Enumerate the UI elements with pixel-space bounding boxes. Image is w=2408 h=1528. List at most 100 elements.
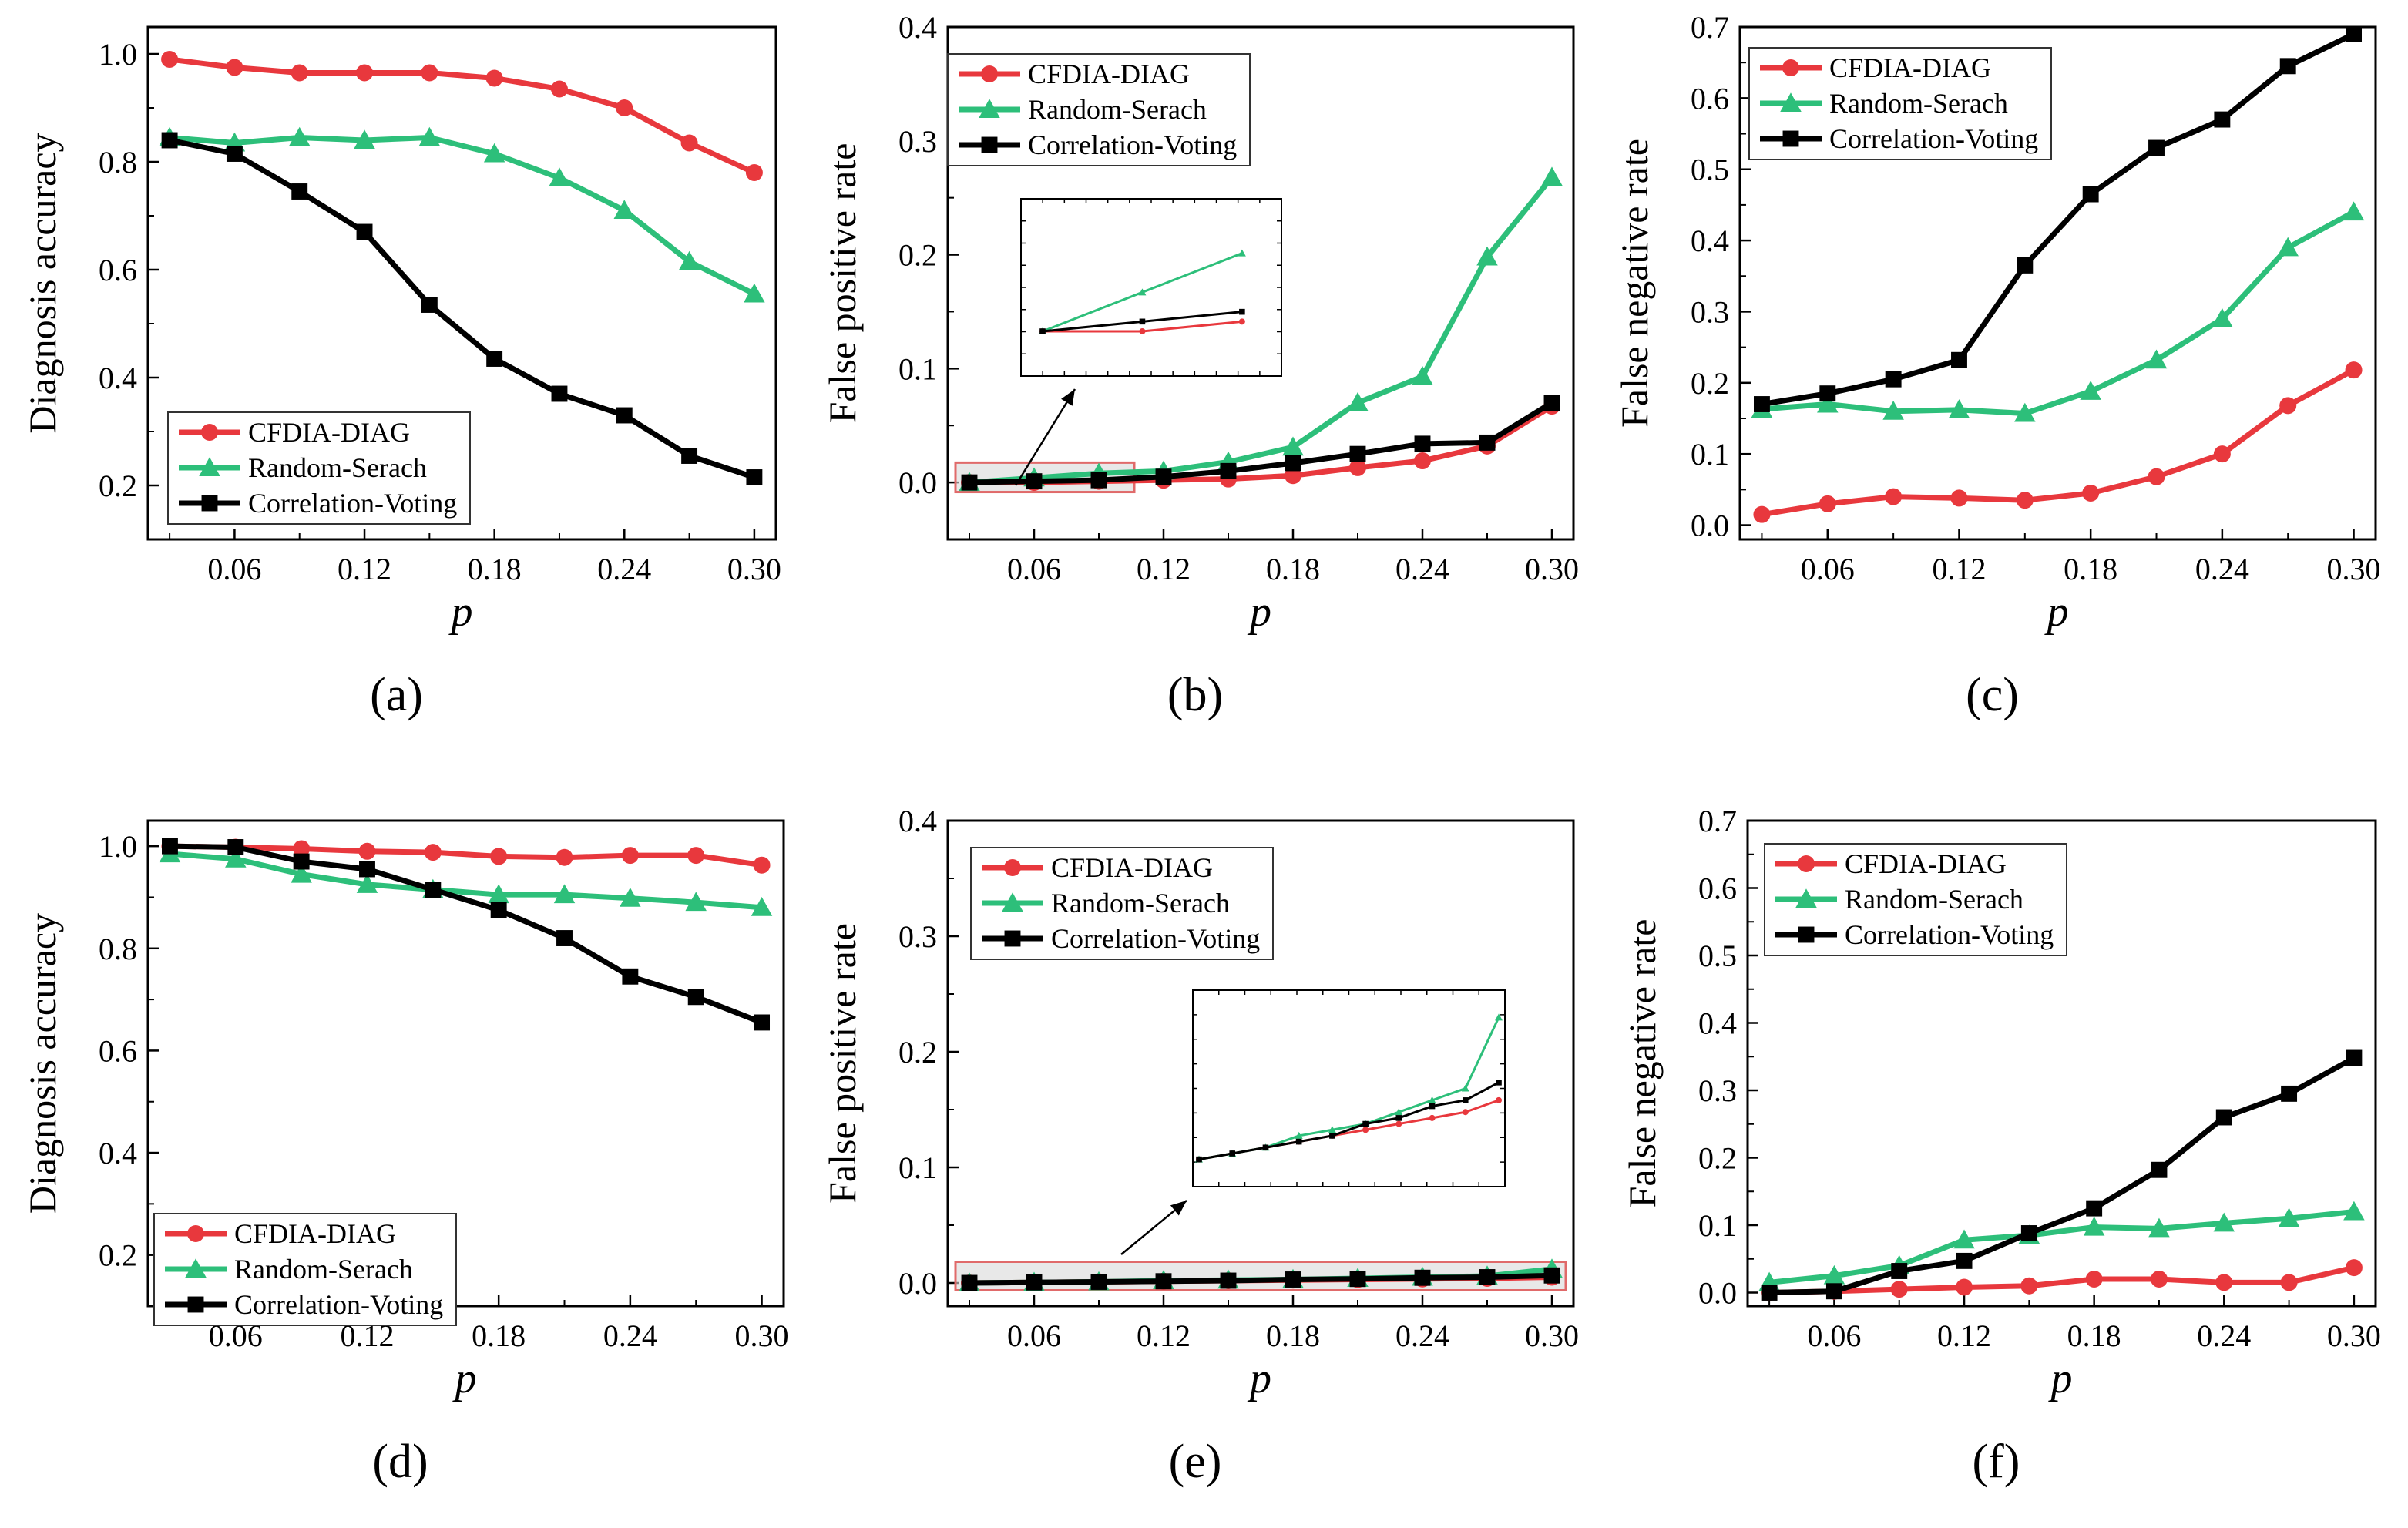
legend-label: Correlation-Voting <box>234 1289 443 1320</box>
zoom-inset <box>1014 198 1282 486</box>
data-point <box>1761 1285 1778 1301</box>
inset-point <box>1429 1114 1436 1121</box>
data-point <box>356 223 373 240</box>
series-line-2 <box>1761 32 2356 407</box>
data-point <box>424 844 442 861</box>
legend-marker <box>981 65 998 82</box>
data-point <box>2213 1212 2235 1232</box>
data-point <box>2278 1207 2300 1227</box>
legend-label: Correlation-Voting <box>1028 129 1237 160</box>
x-tick-label: 0.18 <box>468 552 522 586</box>
x-tick-label: 0.18 <box>2064 552 2117 586</box>
x-tick-label: 0.30 <box>1525 552 1579 586</box>
data-point <box>227 839 244 855</box>
data-point <box>681 448 698 464</box>
data-point <box>2212 307 2233 327</box>
data-point <box>291 863 312 883</box>
y-axis-label: Diagnosis accuracy <box>21 913 64 1214</box>
legend-marker <box>1002 892 1023 912</box>
legend-label: CFDIA-DIAG <box>1829 52 1991 83</box>
data-point <box>1349 458 1366 476</box>
data-point <box>1220 462 1237 479</box>
plot-frame <box>146 819 785 1308</box>
x-tick-label: 0.12 <box>1932 552 1986 586</box>
y-tick-label: 0.3 <box>1691 294 1729 329</box>
panel-caption: (c) <box>1966 669 2019 721</box>
y-tick-label: 0.4 <box>898 804 937 838</box>
legend-label: CFDIA-DIAG <box>248 417 410 448</box>
panel-f: 0.06 0.12 0.18 0.24 0.30 0.0 0.1 0.2 0.3 0.4 0.5 0.… <box>1620 804 2381 1488</box>
data-point <box>1882 401 1904 420</box>
data-point <box>288 126 311 146</box>
data-point <box>2346 25 2363 42</box>
x-axis-label: p <box>448 588 473 636</box>
data-point <box>550 80 568 98</box>
inset-point <box>1239 308 1245 315</box>
y-tick-label: 0.5 <box>1698 939 1737 973</box>
x-tick-label: 0.18 <box>1266 552 1320 586</box>
x-axis-label: p <box>1247 1355 1271 1402</box>
inset-point <box>1395 1115 1402 1121</box>
data-point <box>2279 397 2297 415</box>
legend: CFDIA-DIAG Random-Serach Correlation-Votin… <box>947 53 1251 166</box>
data-point <box>1414 1269 1431 1286</box>
data-point <box>687 989 704 1006</box>
x-tick-label: 0.06 <box>1801 552 1855 586</box>
data-point <box>356 874 378 893</box>
x-tick-label: 0.30 <box>727 552 781 586</box>
data-point <box>1155 468 1172 485</box>
y-tick-label: 0.4 <box>1698 1006 1737 1041</box>
inset-point <box>1238 318 1245 325</box>
data-point <box>1891 1263 1908 1279</box>
plot-frame <box>146 25 777 541</box>
legend-label: Random-Serach <box>1845 884 2023 915</box>
legend-marker <box>199 457 220 476</box>
legend-marker <box>1798 855 1815 872</box>
y-tick-label: 0.2 <box>99 1238 137 1273</box>
data-point <box>753 856 771 874</box>
data-point <box>621 847 639 865</box>
data-point <box>488 884 509 904</box>
x-tick-label: 0.24 <box>1395 1318 1449 1353</box>
data-point <box>1951 351 1967 368</box>
y-tick-label: 0.8 <box>99 932 137 966</box>
y-tick-label: 0.8 <box>99 145 137 180</box>
zoom-inset <box>1120 989 1506 1255</box>
y-tick-label: 0.4 <box>1691 223 1729 258</box>
plot-frame <box>946 25 1575 541</box>
data-point <box>1479 434 1496 451</box>
inset-point <box>1295 1131 1303 1139</box>
legend: CFDIA-DIAG Random-Serach Correlation-Votin… <box>1764 843 2067 956</box>
data-point <box>754 1014 771 1031</box>
y-tick-label: 1.0 <box>99 37 137 72</box>
data-point <box>421 297 438 313</box>
panel-c: 0.06 0.12 0.18 0.24 0.30 0.0 0.1 0.2 0.3 0.4 0.5 0.… <box>1613 10 2381 721</box>
data-point <box>1948 399 1970 418</box>
y-tick-label: 0.7 <box>1691 10 1729 45</box>
data-point <box>1543 1267 1560 1284</box>
inset-point <box>1496 1080 1502 1086</box>
data-point <box>2086 1200 2103 1217</box>
inset-series-line-2 <box>1198 1081 1500 1161</box>
data-point <box>1817 393 1839 413</box>
data-point <box>1285 467 1301 485</box>
data-point <box>2082 484 2100 502</box>
y-tick-label: 0.4 <box>898 10 937 45</box>
data-point <box>490 902 507 918</box>
legend-marker <box>1795 888 1817 908</box>
legend-label: CFDIA-DIAG <box>1051 852 1213 883</box>
data-point <box>961 474 978 491</box>
data-point <box>2020 1225 2037 1241</box>
data-point <box>2343 201 2365 221</box>
inset-point <box>1328 1126 1336 1133</box>
inset-point <box>1429 1103 1436 1110</box>
legend-label: Random-Serach <box>248 452 427 483</box>
y-tick-label: 0.2 <box>1698 1141 1737 1176</box>
data-point <box>1349 445 1366 462</box>
data-point <box>1090 1274 1107 1290</box>
data-point <box>425 882 442 898</box>
zoom-arrow-head <box>1170 1201 1187 1216</box>
legend-marker <box>201 495 218 512</box>
data-point <box>1090 472 1107 489</box>
inset-point <box>1139 318 1146 325</box>
